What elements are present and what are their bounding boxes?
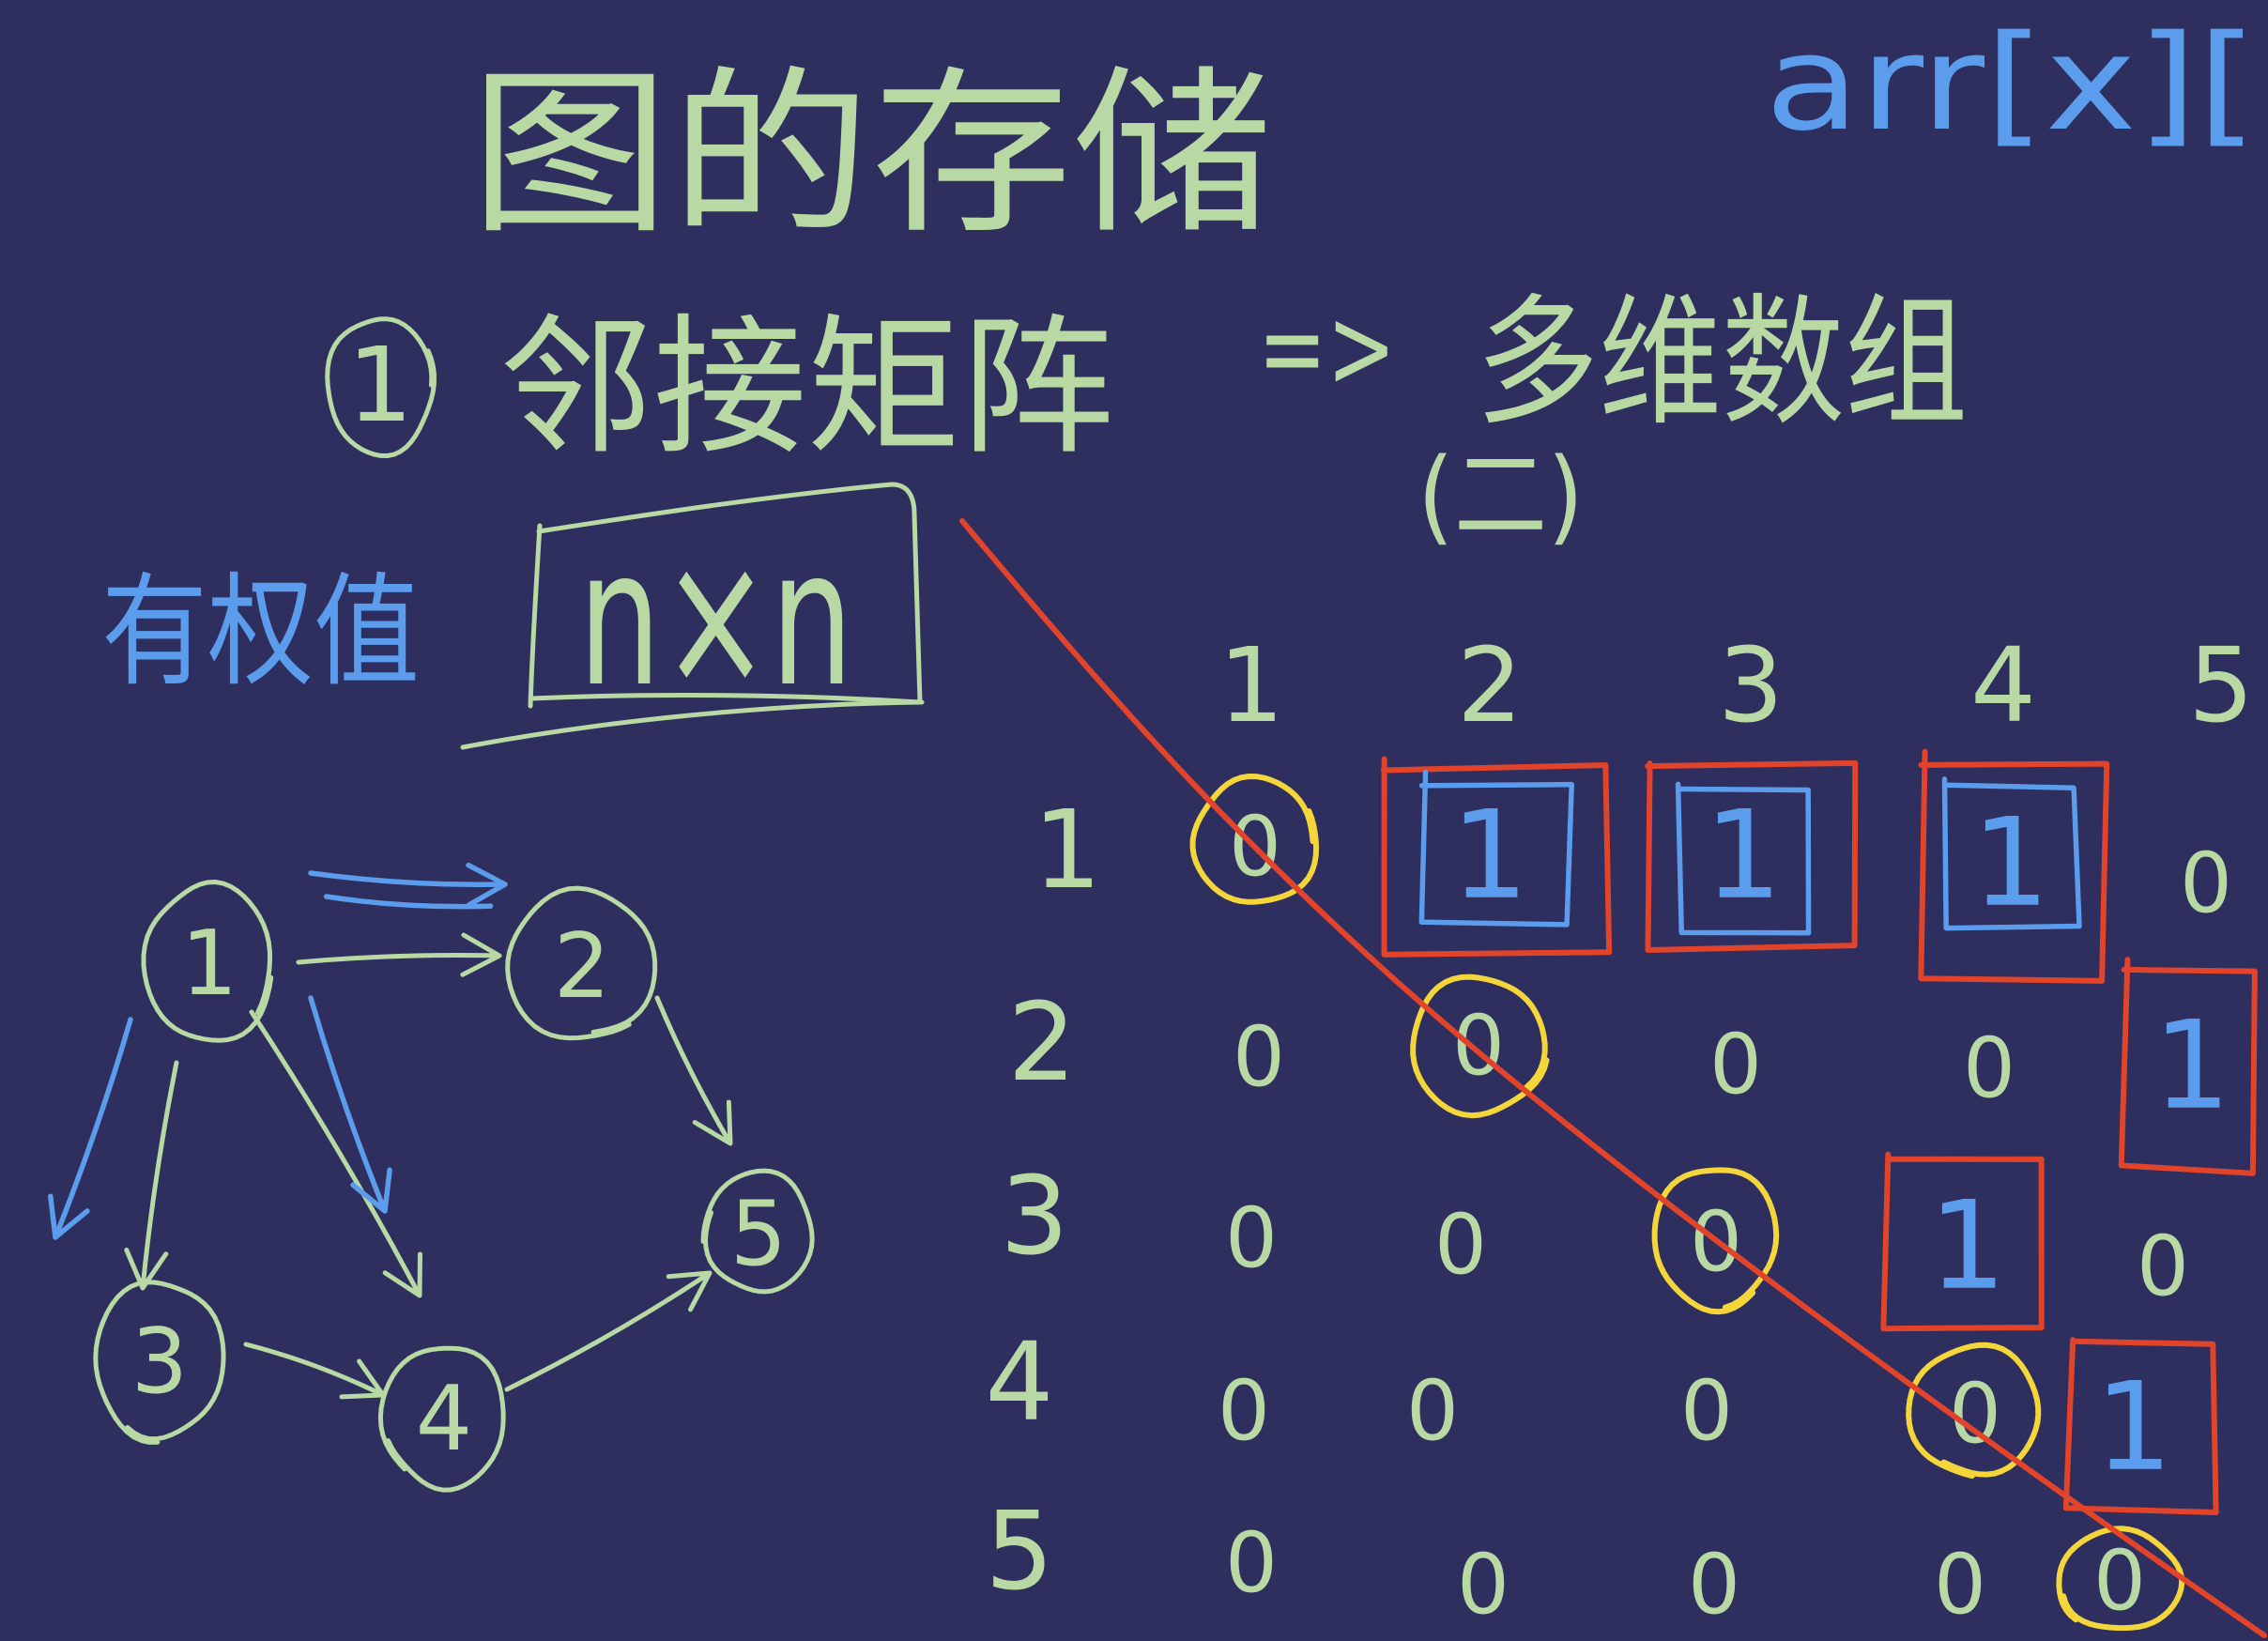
matrix-cell: 0 bbox=[1452, 998, 1505, 1095]
matrix-cell: 0 bbox=[1680, 1363, 1733, 1460]
section-number: 1 bbox=[347, 325, 413, 445]
matrix-cell: 0 bbox=[2180, 836, 2232, 932]
edge-cell-box bbox=[1380, 756, 1613, 958]
implies-arrow: => bbox=[1258, 284, 1396, 414]
graph-node-circle bbox=[700, 1168, 815, 1295]
graph-node-label: 4 bbox=[416, 1368, 472, 1471]
matrix-col-header: 2 bbox=[1457, 625, 1523, 745]
matrix-row-header: 1 bbox=[1033, 788, 1101, 913]
matrix-col-header: 3 bbox=[1718, 625, 1784, 745]
highlighted-edge-arrow bbox=[308, 862, 508, 910]
matrix-size: n×n bbox=[578, 510, 853, 728]
edge-cell-box bbox=[2062, 1337, 2219, 1515]
matrix-col-header: 4 bbox=[1970, 625, 2036, 745]
graph-edge-arrow bbox=[504, 1270, 713, 1392]
directed-graph: 1 2 3 4 5 bbox=[48, 862, 815, 1493]
matrix-cell: 0 bbox=[1963, 1020, 2015, 1117]
matrix-cell-edge: 1 bbox=[2153, 994, 2231, 1137]
storage-target: 多维数组 bbox=[1476, 282, 1968, 445]
adjacency-matrix: 1 2 3 4 51 0 1 1 1 02 0 0 0 0 13 0 0 0 1 04 0 0 0 0 15 0 0 0 0 0 bbox=[985, 625, 2254, 1633]
graph-node-label: 2 bbox=[554, 915, 610, 1019]
edge-cell-box bbox=[1918, 748, 2110, 984]
matrix-col-header: 1 bbox=[1218, 625, 1284, 745]
weighted-label: 有权值 bbox=[101, 560, 420, 703]
diagonal-cell-ring bbox=[1906, 1342, 2042, 1480]
number-ring bbox=[325, 316, 437, 458]
matrix-cell: 0 bbox=[1225, 1190, 1278, 1287]
matrix-cell: 0 bbox=[1934, 1537, 1986, 1633]
array-index-note: arr[x][ bbox=[1765, 8, 2258, 161]
matrix-cell-edge: 1 bbox=[1929, 1174, 2007, 1317]
size-box-underline bbox=[460, 699, 925, 750]
dimension-note: (二) bbox=[1418, 436, 1584, 556]
matrix-cell: 0 bbox=[1457, 1537, 1509, 1633]
matrix-cell: 0 bbox=[1434, 1197, 1487, 1294]
graph-edge-arrow bbox=[124, 1060, 179, 1291]
page-title: 图的存储 bbox=[469, 51, 1273, 258]
matrix-cell: 0 bbox=[1709, 1017, 1762, 1113]
highlighted-cell-box bbox=[1941, 776, 2082, 931]
matrix-cell: 0 bbox=[1406, 1363, 1459, 1460]
section-label: 邻接矩阵 bbox=[499, 299, 1114, 475]
diagonal-cell-ring bbox=[2056, 1526, 2185, 1632]
matrix-row-header: 4 bbox=[985, 1320, 1053, 1446]
graph-edge-arrow bbox=[249, 1009, 422, 1298]
graph-node-circle bbox=[93, 1280, 226, 1445]
highlighted-cell-box bbox=[1418, 769, 1574, 928]
highlighted-edge-arrow bbox=[48, 1017, 133, 1240]
matrix-cell: 0 bbox=[1218, 1363, 1270, 1460]
diagonal-cell-ring bbox=[1410, 974, 1550, 1119]
graph-edge-arrow bbox=[654, 995, 733, 1146]
matrix-highlights bbox=[1189, 748, 2258, 1632]
edge-cell-box bbox=[1645, 759, 1859, 954]
matrix-cell-edge: 1 bbox=[1972, 791, 2050, 934]
matrix-col-header: 5 bbox=[2188, 625, 2254, 745]
graph-node-circle bbox=[377, 1345, 506, 1493]
matrix-row-header: 3 bbox=[1000, 1154, 1068, 1280]
matrix-cell: 0 bbox=[1233, 1009, 1285, 1106]
graph-node-label: 3 bbox=[131, 1311, 188, 1414]
matrix-cell: 0 bbox=[2137, 1219, 2189, 1315]
edge-cell-box bbox=[2118, 957, 2258, 1176]
graph-node-label: 1 bbox=[181, 913, 238, 1016]
graph-node-circle bbox=[141, 880, 274, 1043]
graph-edge-arrow bbox=[296, 932, 502, 977]
matrix-row-header: 5 bbox=[985, 1489, 1053, 1615]
edge-cell-box bbox=[1880, 1151, 2045, 1332]
highlighted-cell-box bbox=[1675, 781, 1812, 936]
matrix-cell-edge: 1 bbox=[1705, 784, 1783, 927]
highlighted-edge-arrow bbox=[308, 995, 392, 1214]
diagonal-cell-ring bbox=[1651, 1167, 1780, 1315]
graph-node-circle bbox=[505, 885, 658, 1041]
diagonal-strike bbox=[959, 518, 2267, 1638]
graph-node-label: 5 bbox=[730, 1183, 787, 1286]
size-box bbox=[528, 482, 923, 709]
matrix-cell: 0 bbox=[1688, 1537, 1740, 1633]
matrix-cell-edge: 1 bbox=[2095, 1356, 2173, 1498]
section-heading: 1 邻接矩阵 => 多维数组 (二) bbox=[325, 282, 1968, 556]
matrix-cell: 0 bbox=[1225, 1515, 1278, 1612]
matrix-cell-edge: 1 bbox=[1451, 784, 1529, 927]
diagonal-cell-ring bbox=[1189, 774, 1320, 905]
weighted-note: 有权值 n×n bbox=[101, 482, 925, 750]
matrix-row-header: 2 bbox=[1007, 980, 1076, 1106]
